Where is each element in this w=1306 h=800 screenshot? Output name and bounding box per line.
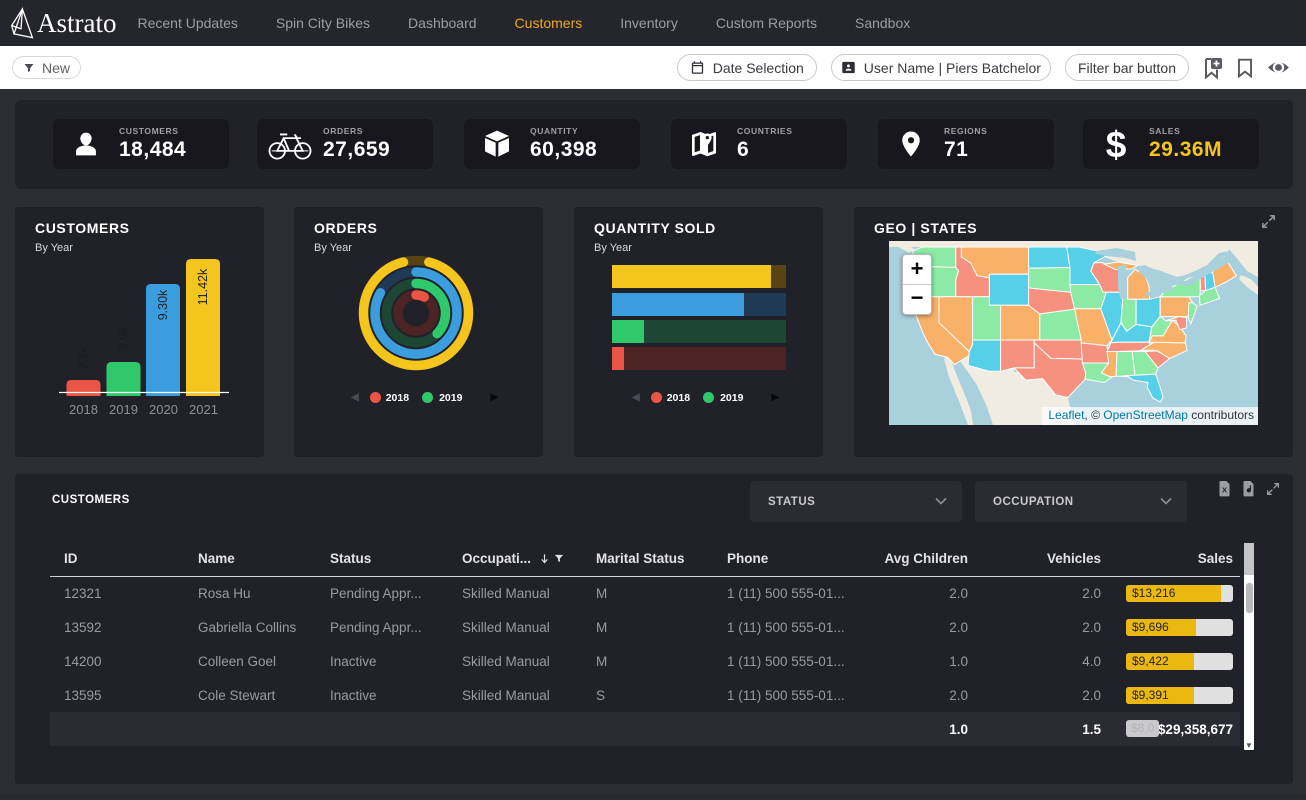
svg-text:9.30k: 9.30k <box>156 289 170 320</box>
svg-text:3.6k: 3.6k <box>116 326 130 350</box>
svg-text:2019: 2019 <box>109 402 138 417</box>
svg-text:11.42k: 11.42k <box>196 268 210 305</box>
svg-text:2018: 2018 <box>69 402 98 417</box>
svg-text:X: X <box>1222 485 1227 494</box>
svg-text:2.2k: 2.2k <box>76 345 90 369</box>
svg-text:2020: 2020 <box>149 402 178 417</box>
svg-text:2021: 2021 <box>189 402 218 417</box>
